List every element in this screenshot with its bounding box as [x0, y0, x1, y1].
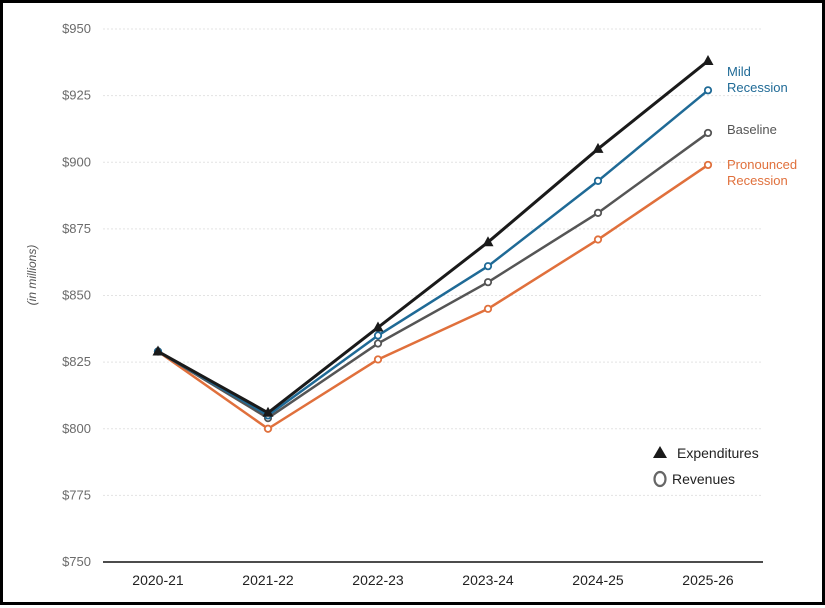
- data-point-circle: [483, 304, 493, 313]
- y-tick-label: $775: [62, 487, 91, 502]
- data-point-circle: [593, 176, 603, 186]
- y-tick-label: $800: [62, 421, 91, 436]
- data-point-circle: [373, 355, 383, 364]
- gridlines: [103, 28, 763, 496]
- legend-label: Expenditures: [677, 445, 759, 461]
- data-point-triangle: [592, 142, 604, 153]
- series-mild-recession: [153, 86, 713, 420]
- x-tick-label: 2022-23: [352, 572, 404, 588]
- data-point-triangle: [372, 321, 384, 332]
- data-point-circle: [593, 235, 603, 244]
- data-point-triangle: [262, 406, 274, 417]
- data-point-circle: [593, 208, 603, 217]
- data-point-circle: [483, 262, 493, 271]
- x-tick-label: 2021-22: [242, 572, 294, 588]
- line-chart: $750 $775 $800 $825 $850 $875 $900 $925 $950 202…: [25, 21, 797, 588]
- legend-label: Revenues: [672, 471, 735, 487]
- y-axis-ticks: $750 $775 $800 $825 $850 $875 $900 $925 $950: [62, 21, 91, 569]
- series-end-label: Pronounced: [727, 157, 797, 172]
- data-point-triangle: [152, 345, 164, 356]
- x-axis: 2020-21 2021-22 2022-23 2023-24 2024-25 2025-…: [103, 561, 763, 588]
- series-end-label: Recession: [727, 173, 788, 188]
- series-end-label: Recession: [727, 80, 788, 95]
- data-point-circle: [373, 331, 383, 340]
- series-line: [157, 131, 709, 420]
- series-line: [157, 163, 709, 430]
- x-tick-label: 2023-24: [462, 572, 514, 588]
- series-baseline: [153, 128, 713, 423]
- data-point-triangle: [482, 236, 494, 247]
- series-lines: [152, 54, 714, 433]
- legend-triangle-icon: [653, 446, 667, 458]
- y-tick-label: $750: [62, 554, 91, 569]
- data-point-triangle: [702, 54, 714, 65]
- data-point-circle: [483, 278, 493, 287]
- y-tick-label: $875: [62, 221, 91, 236]
- series-end-label: Mild: [727, 64, 751, 79]
- series-end-label: Baseline: [727, 122, 777, 137]
- series-expenditures: [152, 54, 714, 417]
- data-point-circle: [703, 160, 713, 170]
- y-axis-label: (in millions): [25, 245, 39, 306]
- x-tick-label: 2024-25: [572, 572, 624, 588]
- series-line: [157, 89, 709, 417]
- data-point-circle: [703, 128, 713, 138]
- y-tick-label: $900: [62, 154, 91, 169]
- data-point-circle: [703, 86, 713, 95]
- y-tick-label: $825: [62, 354, 91, 369]
- x-tick-label: 2020-21: [132, 572, 184, 588]
- y-tick-label: $950: [62, 21, 91, 36]
- legend-circle-icon: [653, 470, 667, 488]
- y-tick-label: $850: [62, 288, 91, 303]
- series-line: [157, 59, 709, 415]
- y-tick-label: $925: [62, 88, 91, 103]
- series-pronounced-recession: [153, 160, 713, 433]
- data-point-circle: [263, 424, 273, 433]
- data-point-circle: [373, 339, 383, 348]
- x-tick-label: 2025-26: [682, 572, 734, 588]
- legend: Expenditures Revenues: [653, 445, 759, 488]
